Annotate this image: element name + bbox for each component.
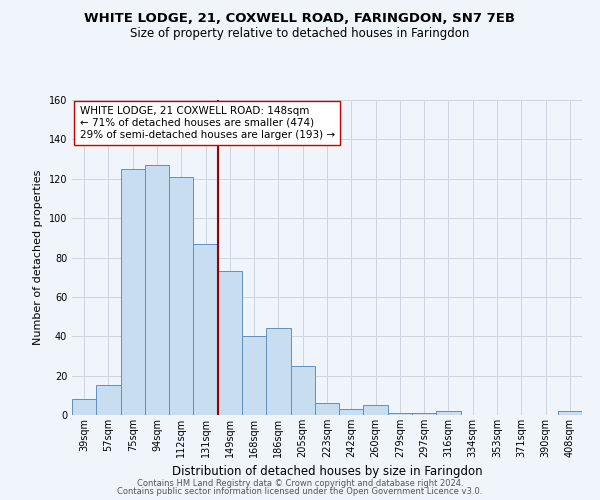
Bar — [339, 409, 364, 415]
Y-axis label: Number of detached properties: Number of detached properties — [33, 170, 43, 345]
Bar — [218, 272, 242, 415]
Text: WHITE LODGE, 21 COXWELL ROAD: 148sqm
← 71% of detached houses are smaller (474)
: WHITE LODGE, 21 COXWELL ROAD: 148sqm ← 7… — [80, 106, 335, 140]
Bar — [412, 413, 436, 415]
Text: Size of property relative to detached houses in Faringdon: Size of property relative to detached ho… — [130, 28, 470, 40]
Bar — [364, 405, 388, 415]
Bar — [558, 411, 582, 415]
Text: Contains public sector information licensed under the Open Government Licence v3: Contains public sector information licen… — [118, 487, 482, 496]
Bar — [72, 399, 96, 415]
Bar — [290, 366, 315, 415]
Bar — [388, 413, 412, 415]
Bar — [315, 403, 339, 415]
Bar — [169, 177, 193, 415]
Bar — [121, 169, 145, 415]
Bar — [242, 336, 266, 415]
Bar — [145, 165, 169, 415]
Text: Contains HM Land Registry data © Crown copyright and database right 2024.: Contains HM Land Registry data © Crown c… — [137, 478, 463, 488]
X-axis label: Distribution of detached houses by size in Faringdon: Distribution of detached houses by size … — [172, 466, 482, 478]
Bar — [96, 386, 121, 415]
Bar — [193, 244, 218, 415]
Bar — [266, 328, 290, 415]
Text: WHITE LODGE, 21, COXWELL ROAD, FARINGDON, SN7 7EB: WHITE LODGE, 21, COXWELL ROAD, FARINGDON… — [85, 12, 515, 26]
Bar — [436, 411, 461, 415]
